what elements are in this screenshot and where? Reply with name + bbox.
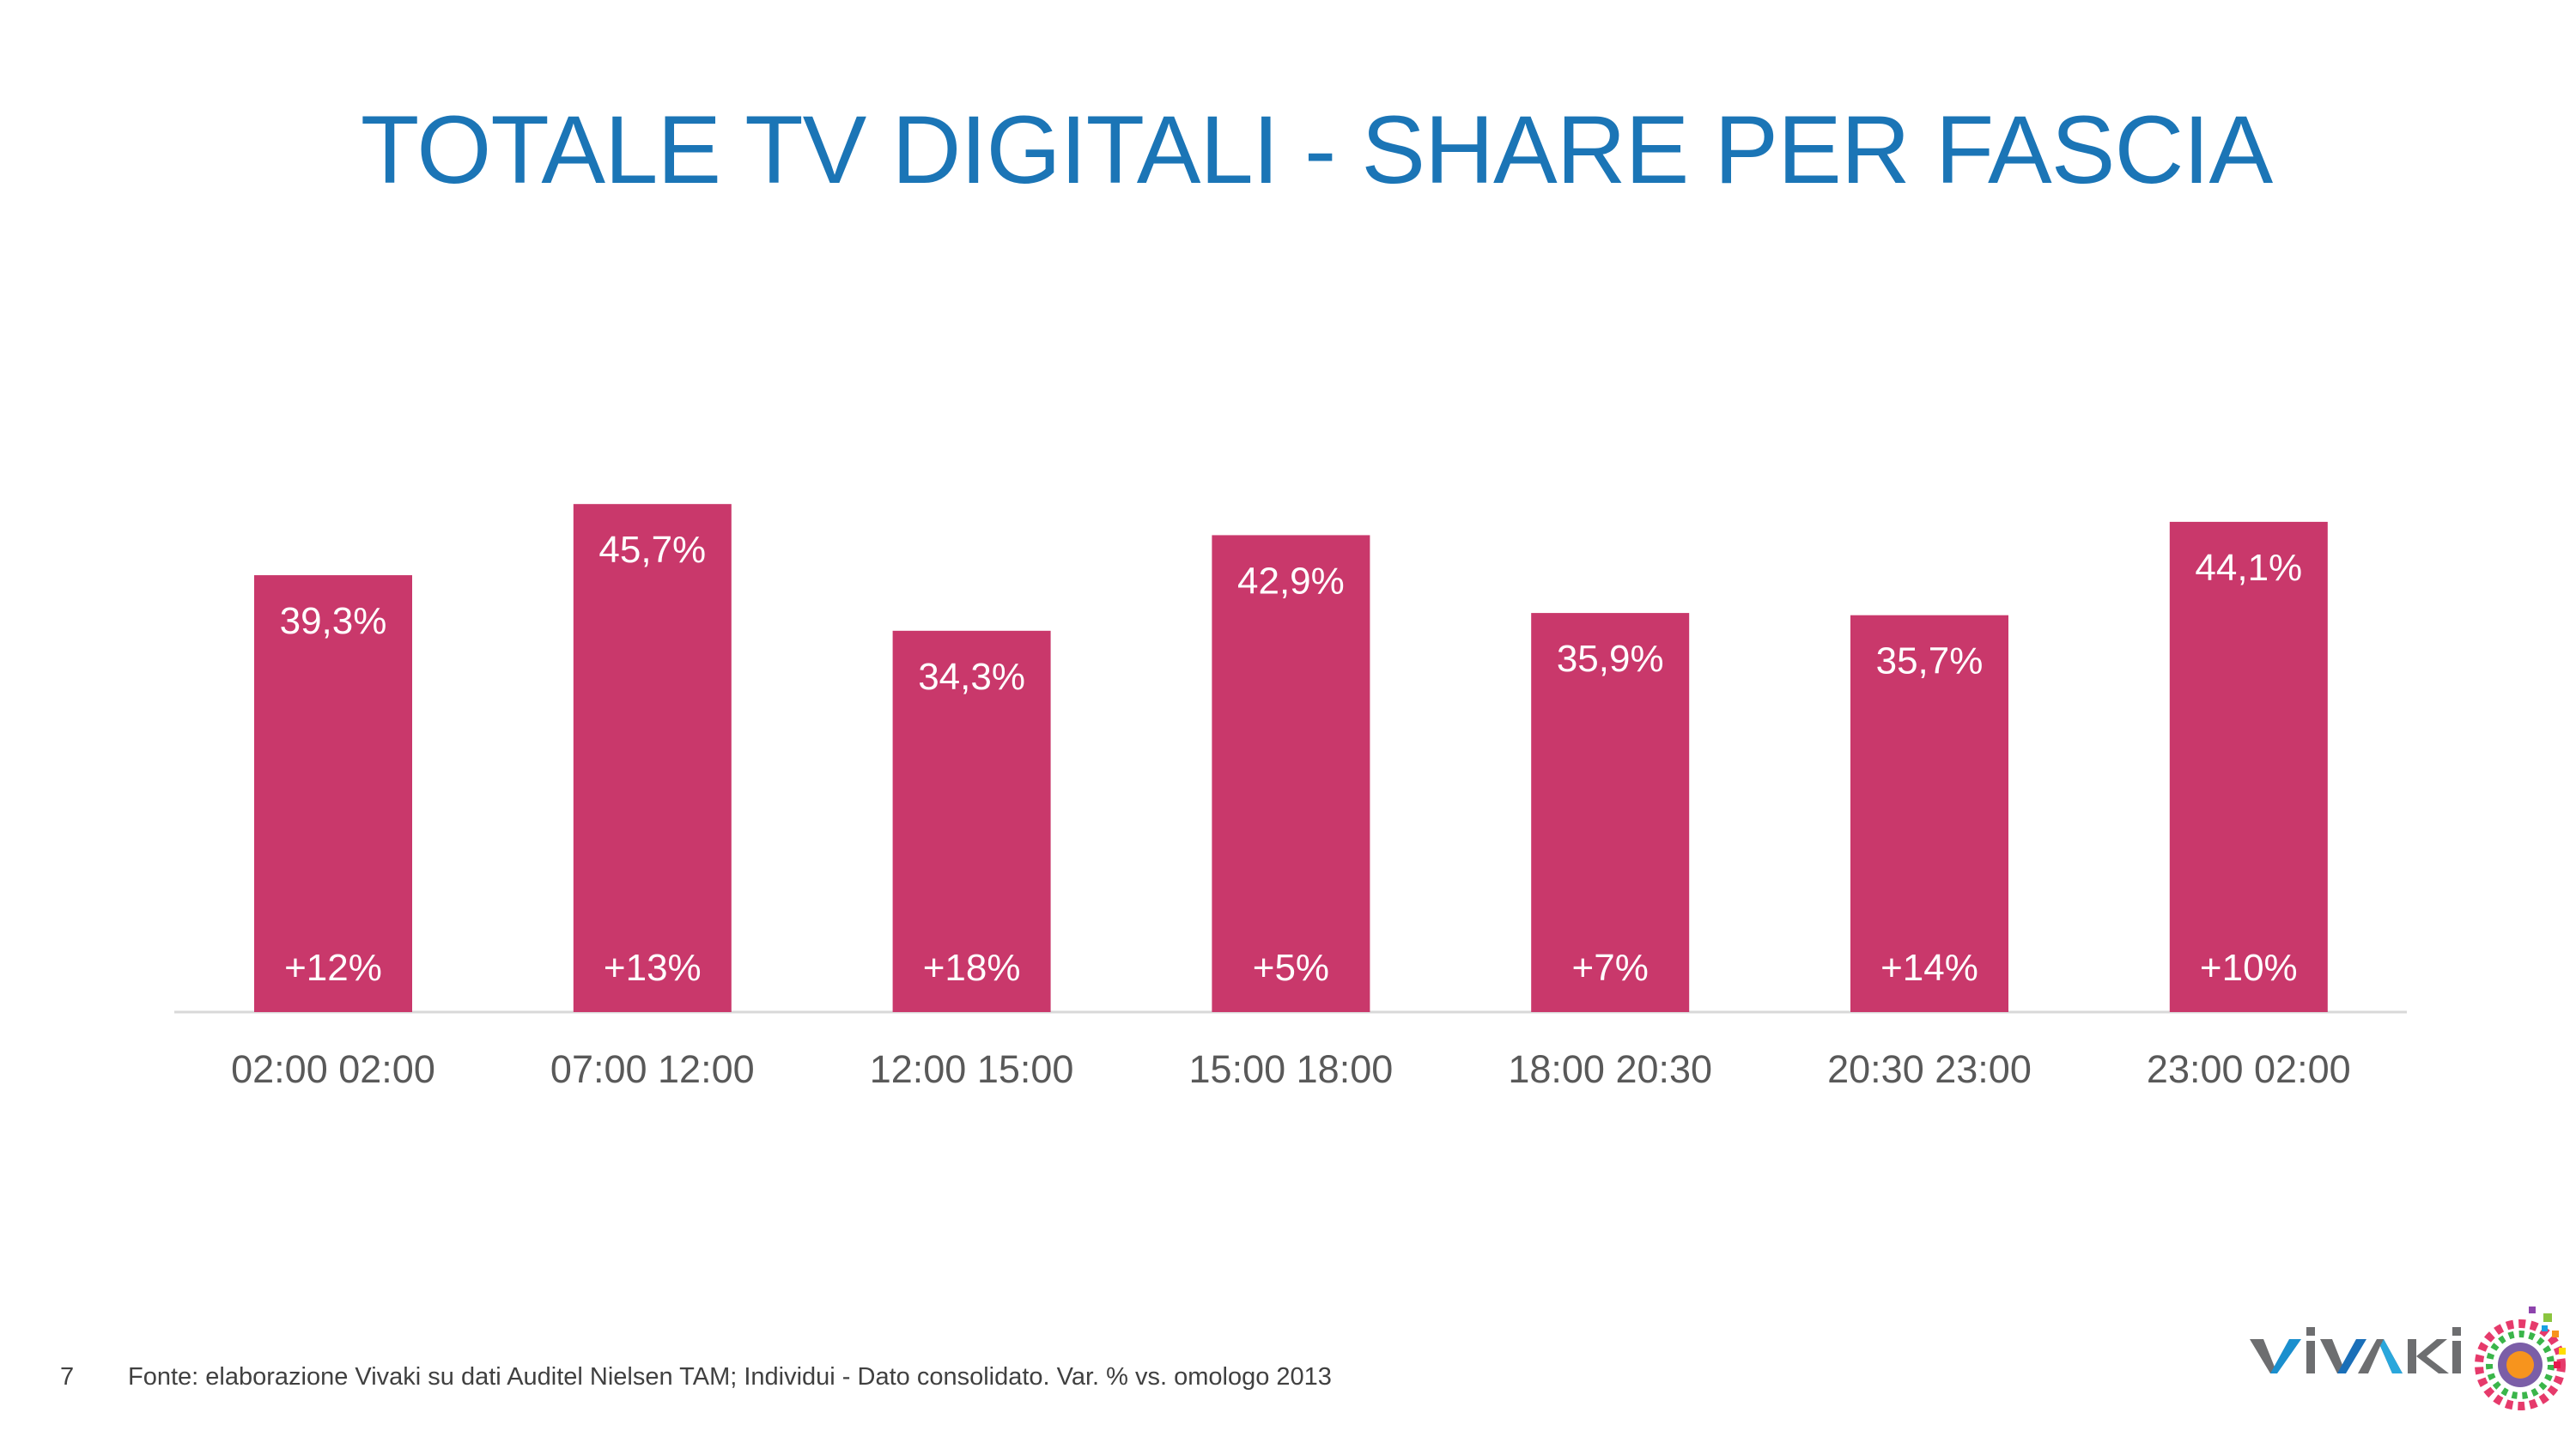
value-label: 34,3% <box>918 656 1025 698</box>
bar <box>1850 615 2008 1012</box>
bar <box>892 630 1051 1012</box>
vivaki-logo <box>2250 1307 2566 1410</box>
x-tick-label: 20:30 23:00 <box>1827 1047 2032 1091</box>
x-tick-label: 15:00 18:00 <box>1189 1047 1394 1091</box>
bar <box>2169 521 2328 1012</box>
x-tick-label: 18:00 20:30 <box>1508 1047 1712 1091</box>
variation-label: +14% <box>1880 947 1978 989</box>
sun-emblem-icon <box>2475 1307 2566 1410</box>
value-label: 35,7% <box>1876 640 1984 682</box>
variation-label: +10% <box>2200 947 2298 989</box>
value-label: 45,7% <box>598 529 706 571</box>
x-tick-label: 07:00 12:00 <box>550 1047 755 1091</box>
page-number: 7 <box>60 1363 75 1391</box>
bar <box>254 575 412 1012</box>
value-label: 42,9% <box>1237 560 1345 602</box>
variation-label: +5% <box>1253 947 1329 989</box>
variation-label: +18% <box>923 947 1021 989</box>
vivaki-wordmark <box>2250 1327 2461 1373</box>
variation-label: +12% <box>284 947 382 989</box>
variation-label: +13% <box>604 947 702 989</box>
x-tick-label: 12:00 15:00 <box>870 1047 1074 1091</box>
bar <box>1531 613 1690 1012</box>
value-label: 39,3% <box>280 600 387 642</box>
value-label: 44,1% <box>2195 547 2302 589</box>
bar <box>573 504 732 1012</box>
variation-label: +7% <box>1572 947 1649 989</box>
x-tick-label: 23:00 02:00 <box>2147 1047 2351 1091</box>
value-label: 35,9% <box>1557 638 1664 680</box>
bar <box>1212 535 1370 1012</box>
page-title: TOTALE TV DIGITALI - SHARE PER FASCIA <box>360 96 2273 203</box>
x-tick-label: 02:00 02:00 <box>231 1047 435 1091</box>
source-note: Fonte: elaborazione Vivaki su dati Audit… <box>128 1363 1332 1391</box>
